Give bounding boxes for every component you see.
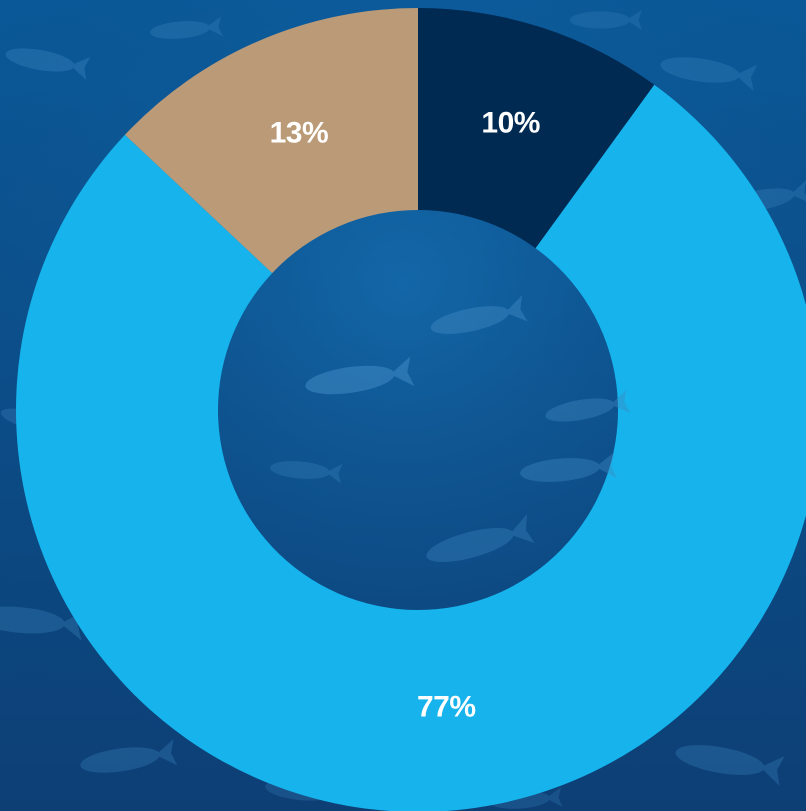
fish-shape (426, 514, 535, 563)
fish-shape (5, 48, 91, 80)
donut-slice-77 (16, 84, 806, 811)
slice-labels: 10% 77% 13% (270, 107, 541, 724)
fish-shape (80, 739, 178, 773)
fish-shape (270, 461, 343, 484)
donut-hole-fish (270, 295, 631, 563)
fish-shape (305, 356, 415, 395)
fish-shape (545, 390, 631, 422)
slice-label-10: 10% (481, 107, 540, 140)
fish-shape (150, 16, 223, 39)
slice-label-13: 13% (270, 117, 329, 150)
fish-shape (660, 57, 758, 91)
donut-slice-10 (418, 8, 655, 249)
fish-shape (430, 295, 528, 334)
fish-shape (570, 10, 642, 30)
fish-shape (520, 451, 617, 482)
donut-slices (16, 8, 806, 811)
slice-label-77: 77% (417, 691, 476, 724)
donut-slice-13 (124, 8, 418, 274)
fish-shape (675, 745, 785, 786)
